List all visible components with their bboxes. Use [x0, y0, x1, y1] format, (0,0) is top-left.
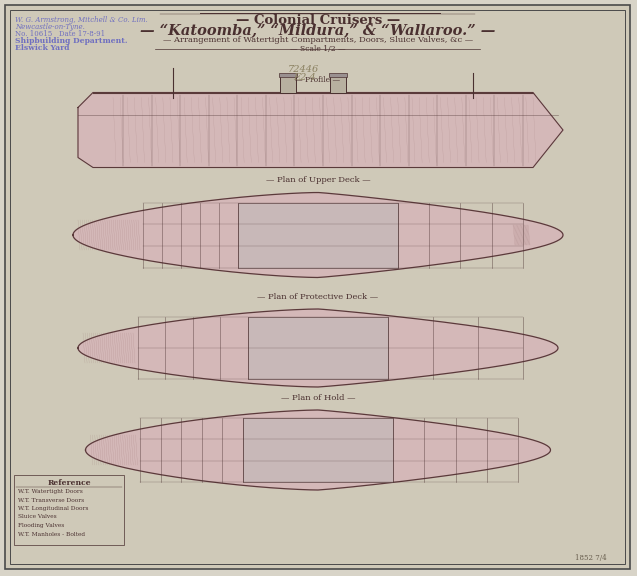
Polygon shape — [78, 93, 563, 168]
Text: W.T. Transverse Doors: W.T. Transverse Doors — [18, 498, 84, 502]
Bar — [248, 317, 388, 379]
Text: Flooding Valves: Flooding Valves — [18, 523, 64, 528]
Polygon shape — [85, 410, 550, 490]
Polygon shape — [73, 192, 563, 278]
Bar — [330, 74, 346, 93]
Text: — Plan of Hold —: — Plan of Hold — — [281, 394, 355, 402]
Text: — Plan of Upper Deck —: — Plan of Upper Deck — — [266, 176, 370, 184]
Text: Shipbuilding Department.: Shipbuilding Department. — [15, 37, 127, 45]
Text: W.T. Longitudinal Doors: W.T. Longitudinal Doors — [18, 506, 89, 511]
Text: 72446: 72446 — [288, 65, 319, 74]
Polygon shape — [78, 309, 558, 387]
Text: Newcastle-on-Tyne.: Newcastle-on-Tyne. — [15, 23, 85, 31]
Text: — Colonial Cruisers —: — Colonial Cruisers — — [236, 14, 400, 27]
Text: No. 10615   Date 17-8-91: No. 10615 Date 17-8-91 — [15, 30, 105, 38]
FancyBboxPatch shape — [5, 5, 630, 569]
Text: — Arrangement of Watertight Compartments, Doors, Sluice Valves, &c —: — Arrangement of Watertight Compartments… — [163, 36, 473, 44]
Text: 1852 7/4: 1852 7/4 — [575, 554, 606, 562]
Bar — [329, 73, 347, 77]
Text: E2.4: E2.4 — [293, 73, 316, 82]
Bar — [14, 475, 124, 545]
Text: Elswick Yard: Elswick Yard — [15, 44, 69, 52]
Text: Sluice Valves: Sluice Valves — [18, 514, 57, 520]
Text: W.T. Manholes - Bolted: W.T. Manholes - Bolted — [18, 532, 85, 536]
Text: — Profile —: — Profile — — [296, 77, 341, 85]
Bar — [243, 418, 393, 482]
FancyBboxPatch shape — [10, 10, 625, 564]
Text: Reference: Reference — [47, 479, 91, 487]
Text: — Plan of Protective Deck —: — Plan of Protective Deck — — [257, 293, 378, 301]
Text: W. G. Armstrong, Mitchell & Co. Lim.: W. G. Armstrong, Mitchell & Co. Lim. — [15, 16, 148, 24]
Text: — Scale 1/2 —: — Scale 1/2 — — [290, 45, 346, 53]
Bar — [279, 73, 297, 77]
Text: — “Katoomba,” “Mildura,” & “Wallaroo.” —: — “Katoomba,” “Mildura,” & “Wallaroo.” — — [140, 24, 496, 38]
Bar — [238, 203, 398, 267]
Text: W.T. Watertight Doors: W.T. Watertight Doors — [18, 489, 83, 494]
Bar — [280, 74, 296, 93]
